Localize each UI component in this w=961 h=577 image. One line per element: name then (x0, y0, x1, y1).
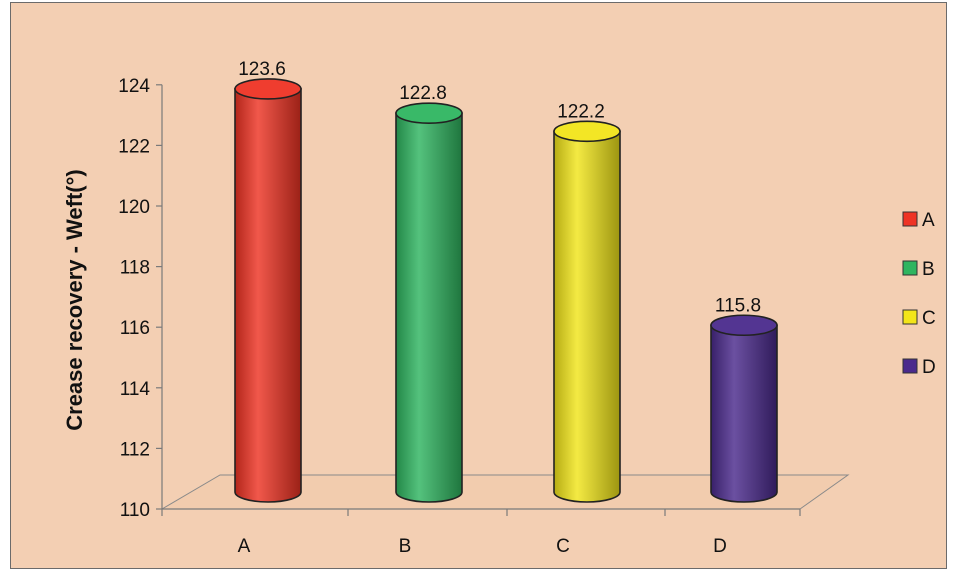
y-axis: 110 112 114 116 118 120 122 124 (118, 76, 163, 521)
y-tick-label: 120 (118, 197, 150, 218)
legend: A B C D (902, 210, 936, 378)
legend-item-c: C (902, 308, 936, 329)
y-tick-label: 122 (118, 136, 150, 157)
y-tick-label: 116 (120, 318, 150, 339)
legend-label: C (922, 308, 936, 329)
bar-body (553, 130, 621, 503)
bar-a: 123.6 (234, 59, 302, 503)
bar-top (234, 78, 302, 100)
bar-body (395, 112, 463, 503)
legend-label: D (922, 357, 936, 378)
legend-label: A (922, 210, 935, 231)
bar-top (395, 102, 463, 124)
bar-d: 115.8 (710, 295, 778, 503)
legend-swatch (902, 309, 918, 325)
y-tick-label: 110 (120, 500, 150, 521)
legend-item-d: D (902, 357, 936, 378)
y-tick-label: 114 (120, 379, 151, 400)
x-axis (161, 508, 801, 516)
data-label-c: 122.2 (557, 101, 605, 122)
y-axis-label: Crease recovery - Weft(°) (62, 169, 87, 431)
bar-c: 122.2 (553, 101, 621, 503)
x-tick-label-b: B (399, 536, 412, 557)
y-tick-label: 118 (120, 258, 150, 279)
bar-top (710, 314, 778, 337)
y-tick-label: 124 (118, 76, 150, 97)
legend-swatch (902, 211, 918, 227)
legend-swatch (902, 358, 918, 374)
x-tick-labels: A B C D (238, 536, 727, 557)
x-tick-label-c: C (556, 536, 570, 557)
legend-item-a: A (902, 210, 935, 231)
bar-b: 122.8 (395, 83, 463, 503)
legend-item-b: B (902, 259, 935, 280)
bar-body (234, 88, 302, 503)
data-label-b: 122.8 (399, 83, 447, 104)
data-label-d: 115.8 (715, 295, 761, 316)
x-tick-label-a: A (238, 536, 251, 557)
bars: 123.6 122.8 122.2 115.8 (234, 59, 778, 503)
x-tick-label-d: D (713, 536, 727, 557)
legend-swatch (902, 260, 918, 276)
bar-top (553, 120, 621, 143)
legend-label: B (922, 259, 935, 280)
data-label-a: 123.6 (238, 59, 286, 80)
y-tick-label: 112 (120, 439, 150, 460)
bar-body (710, 324, 778, 503)
